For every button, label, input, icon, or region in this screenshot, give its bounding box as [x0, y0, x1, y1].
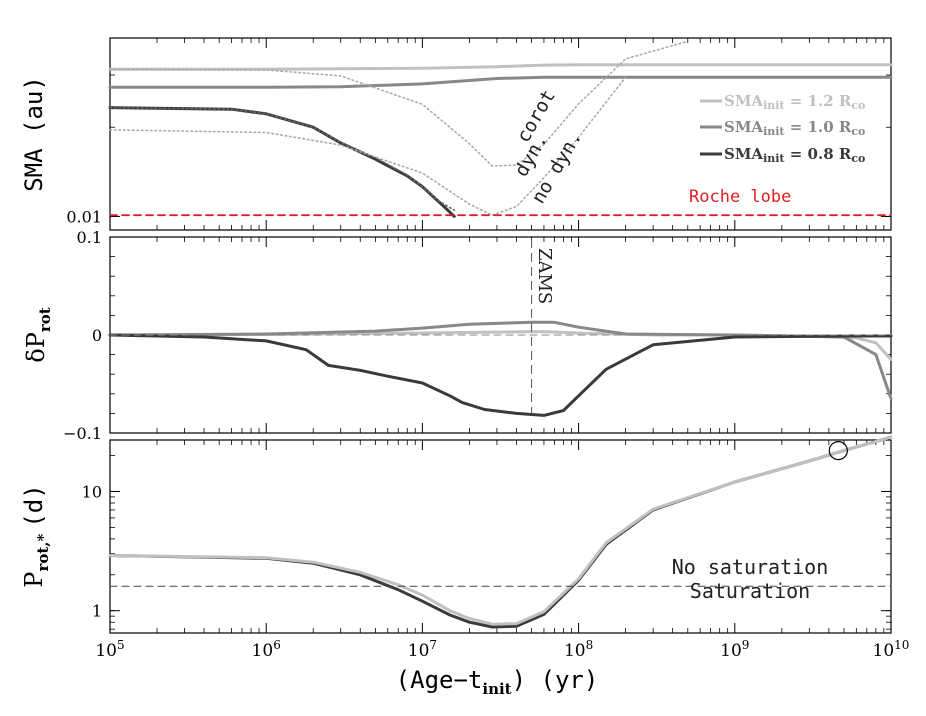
series-smainit-1-2-rco-panel-top [108, 63, 893, 71]
y-tick-label: 0 [92, 326, 102, 345]
panel-bot-frame [109, 439, 892, 634]
y-tick-label: −0.1 [63, 424, 102, 443]
series-corot-panel-top [109, 40, 689, 167]
y-tick-label: 0.1 [77, 228, 102, 247]
legend-entry-1-2: SMAinit = 1.2 Rco [724, 92, 865, 112]
bot-ylabel: Prot,*(d) [20, 484, 52, 587]
legend-entry-1-0: SMAinit = 1.0 Rco [724, 118, 865, 138]
saturation-label: Saturation [690, 579, 810, 603]
series-smainit-1-0-rco-panel-top [108, 75, 893, 89]
panel-top-frame [109, 37, 892, 231]
series-layer [108, 40, 893, 629]
zams-label: ZAMS [534, 248, 555, 304]
x-tick-label: 107 [408, 638, 437, 661]
series-no-dyn-panel-top [109, 76, 627, 216]
axis-ticks: 0.01 0.1 0 −0.1 1 10 105 106 107 108 109 1010 [63, 37, 910, 661]
series-prot-1-2-rco-panel-bottom [108, 435, 893, 626]
sun-marker-circle [828, 441, 848, 461]
y-tick-label: 10 [82, 482, 102, 501]
x-tick-label: 1010 [873, 638, 910, 661]
series-smainit-0-8-rco-panel-top [108, 106, 456, 218]
x-tick-label: 105 [95, 638, 124, 661]
roche-lobe-label: Roche lobe [689, 187, 791, 207]
no-saturation-label: No saturation [672, 555, 829, 579]
y-tick-label: 1 [92, 602, 102, 621]
x-tick-label: 109 [720, 638, 749, 661]
series-smainit-1-0-rco-panel-middle [108, 320, 893, 401]
series-smainit-0-8-rco-panel-middle [108, 333, 893, 417]
y-tick-label: 0.01 [66, 207, 102, 226]
x-tick-label: 108 [564, 638, 593, 661]
x-tick-label: 106 [252, 638, 281, 661]
x-axis-label: (Age−tinit) (yr) [396, 666, 599, 698]
top-ylabel: SMA (au) [20, 76, 48, 192]
legend: SMAinit = 1.2 Rco SMAinit = 1.0 Rco SMAi… [700, 92, 865, 165]
mid-ylabel: δProt [22, 307, 54, 363]
series-dyn-panel-top [109, 106, 456, 211]
legend-entry-0-8: SMAinit = 0.8 Rco [724, 145, 865, 165]
